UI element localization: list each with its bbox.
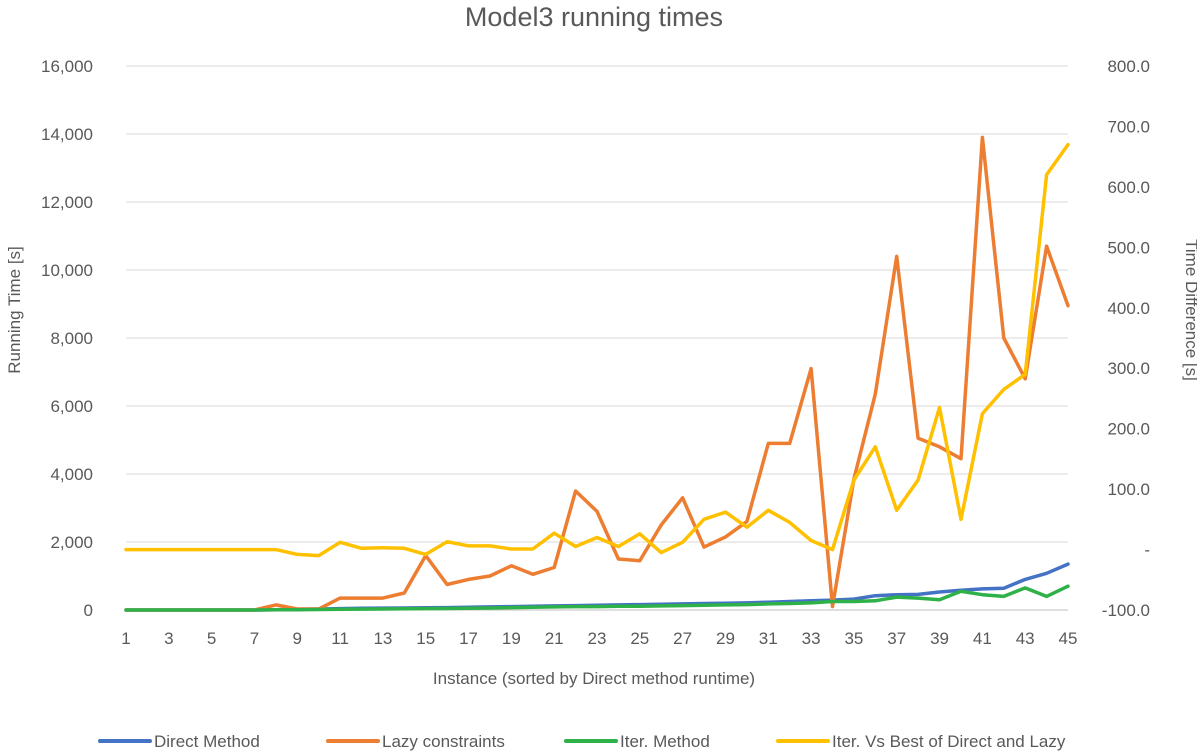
- y-tick-label: 0: [84, 601, 93, 620]
- x-tick-label: 45: [1059, 629, 1078, 648]
- y2-tick-label: 600.0: [1107, 178, 1150, 197]
- y-tick-label: 4,000: [50, 465, 93, 484]
- x-tick-label: 29: [716, 629, 735, 648]
- x-tick-label: 35: [844, 629, 863, 648]
- x-axis-ticks: 1 3 5 7 9 11 13 15 17 19 21 23 25 27 29 31 33 35 37 39 41 43 4…: [121, 629, 1077, 648]
- legend-label: Iter. Method: [620, 732, 710, 751]
- x-tick-label: 23: [588, 629, 607, 648]
- x-tick-label: 3: [164, 629, 173, 648]
- y2-tick-label: 200.0: [1107, 420, 1150, 439]
- y2-tick-label: 100.0: [1107, 480, 1150, 499]
- gridlines: [126, 65, 1068, 611]
- series-line-direct-method: [124, 562, 1070, 612]
- x-tick-label: 17: [459, 629, 478, 648]
- x-tick-label: 9: [293, 629, 302, 648]
- x-tick-label: 15: [416, 629, 435, 648]
- x-tick-label: 25: [630, 629, 649, 648]
- y-axis-right-title: Time Difference [s]: [1182, 239, 1197, 381]
- y-tick-label: 16,000: [41, 57, 93, 76]
- legend-label: Direct Method: [154, 732, 260, 751]
- y2-tick-label: 400.0: [1107, 299, 1150, 318]
- y2-tick-label: 500.0: [1107, 238, 1150, 257]
- x-tick-label: 13: [373, 629, 392, 648]
- y-axis-right-ticks: -100.0-100.0200.0300.0400.0500.0600.0700…: [1102, 57, 1150, 620]
- x-tick-label: 31: [759, 629, 778, 648]
- series-lines: [124, 135, 1070, 612]
- y2-tick-label: 300.0: [1107, 359, 1150, 378]
- x-tick-label: 5: [207, 629, 216, 648]
- x-tick-label: 11: [331, 629, 349, 648]
- y2-tick-label: 800.0: [1107, 57, 1150, 76]
- y2-tick-label: -100.0: [1102, 601, 1150, 620]
- legend-label: Lazy constraints: [382, 732, 505, 751]
- series-line-iter-vs-best-of-direct-and-lazy: [124, 142, 1070, 558]
- series-line-iter-method: [124, 584, 1070, 612]
- y-axis-left-title: Running Time [s]: [5, 246, 24, 374]
- x-tick-label: 33: [802, 629, 821, 648]
- y-tick-label: 2,000: [50, 533, 93, 552]
- y2-tick-label: 700.0: [1107, 117, 1150, 136]
- legend-label: Iter. Vs Best of Direct and Lazy: [832, 732, 1066, 751]
- chart-title: Model3 running times: [465, 2, 723, 32]
- y-tick-label: 12,000: [41, 193, 93, 212]
- y-tick-label: 6,000: [50, 397, 93, 416]
- y-axis-left-ticks: 0 2,000 4,000 6,000 8,000 10,000 12,000 14,000 1…: [41, 57, 93, 620]
- x-tick-label: 43: [1016, 629, 1035, 648]
- x-tick-label: 27: [673, 629, 692, 648]
- y-tick-label: 14,000: [41, 125, 93, 144]
- x-tick-label: 7: [250, 629, 259, 648]
- x-axis-title: Instance (sorted by Direct method runtim…: [433, 669, 755, 688]
- x-tick-label: 37: [887, 629, 906, 648]
- y-tick-label: 8,000: [50, 329, 93, 348]
- x-tick-label: 39: [930, 629, 949, 648]
- y-tick-label: 10,000: [41, 261, 93, 280]
- y2-tick-label: -: [1144, 541, 1150, 560]
- x-tick-label: 1: [121, 629, 130, 648]
- x-tick-label: 19: [502, 629, 521, 648]
- x-tick-label: 21: [545, 629, 564, 648]
- x-tick-label: 41: [973, 629, 992, 648]
- legend: Direct Method Lazy constraints Iter. Metho…: [98, 732, 1066, 751]
- series-line-lazy-constraints: [124, 135, 1070, 612]
